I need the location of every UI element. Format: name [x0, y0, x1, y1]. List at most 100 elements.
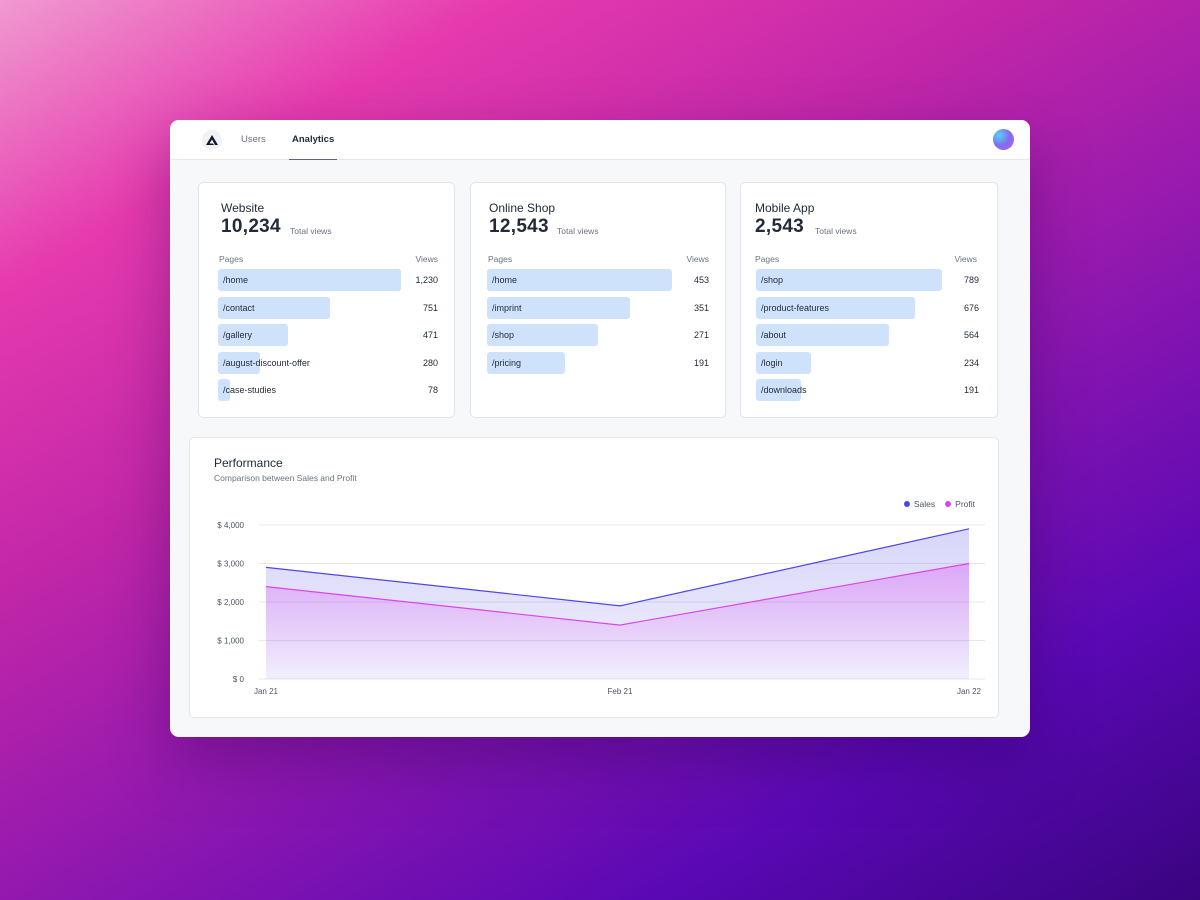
page-views: 564: [963, 330, 979, 340]
table-row[interactable]: /shop 271: [487, 324, 709, 352]
views-bar: [487, 296, 631, 319]
y-tick-label: $ 4,000: [217, 521, 244, 530]
page-views: 351: [693, 302, 709, 313]
legend-dot-sales: [903, 501, 910, 507]
table-row[interactable]: /case-studies 78: [218, 379, 438, 407]
table-row[interactable]: /product-features 676: [756, 296, 979, 325]
legend-label-sales: Sales: [913, 499, 936, 509]
page-path: /about: [761, 330, 787, 340]
views-bar: [756, 269, 942, 291]
card-title: Mobile App: [755, 201, 815, 215]
x-tick-label: Jan 22: [957, 687, 982, 696]
legend-dot-profit: [945, 501, 952, 507]
column-header-pages: Pages: [755, 254, 780, 264]
views-bar: [218, 379, 230, 401]
page-path: /home: [492, 275, 518, 285]
table-row[interactable]: /gallery 471: [218, 324, 438, 352]
y-tick-label: $ 3,000: [217, 560, 244, 569]
card-mobile-app: Mobile App 2,543 Total views Pages Views…: [740, 182, 998, 418]
area-profit: [266, 563, 969, 679]
table-row[interactable]: /about 564: [756, 324, 979, 352]
page-views: 271: [693, 330, 709, 340]
legend-item-sales[interactable]: Sales: [903, 499, 936, 509]
column-header-views: Views: [415, 254, 438, 264]
top-navigation: Users Analytics: [170, 120, 1030, 160]
views-bar: [756, 324, 889, 346]
table-row[interactable]: /pricing 191: [487, 351, 709, 380]
column-header-pages: Pages: [219, 254, 244, 264]
x-tick-label: Jan 21: [254, 687, 279, 696]
page-views: 453: [693, 275, 709, 285]
performance-chart: $ 0 $ 1,000 $ 2,000 $ 3,000 $ 4,000 Jan 21 Feb…: [217, 521, 985, 696]
page-views: 234: [963, 357, 979, 368]
page-path: /product-features: [761, 302, 830, 313]
page-views: 1,230: [415, 275, 438, 285]
card-total-views: 10,234: [221, 216, 281, 237]
performance-subtitle: Comparison between Sales and Profit: [214, 473, 357, 483]
series-line-sales[interactable]: [265, 528, 970, 607]
y-tick-label: $ 2,000: [217, 598, 244, 607]
page-views: 191: [693, 357, 709, 368]
page-views: 471: [422, 330, 438, 340]
views-bar: [756, 296, 916, 319]
series-line-profit[interactable]: [265, 562, 970, 626]
user-avatar[interactable]: [993, 129, 1014, 150]
card-total-views: 2,543: [755, 216, 805, 237]
page-path: /august-discount-offer: [223, 357, 310, 368]
tab-analytics[interactable]: Analytics: [289, 120, 338, 160]
logo-icon[interactable]: [202, 130, 222, 150]
x-tick-label: Feb 21: [608, 687, 633, 696]
table-row[interactable]: /downloads 191: [756, 379, 979, 407]
page-path: /case-studies: [223, 385, 277, 395]
table-row[interactable]: /contact 751: [218, 296, 438, 325]
performance-card: Performance Comparison between Sales and…: [189, 437, 999, 718]
page-path: /gallery: [223, 330, 253, 340]
views-bar: [756, 379, 802, 401]
table-row[interactable]: /home 1,230: [218, 269, 438, 297]
page-path: /home: [223, 275, 249, 285]
page-list: /shop 789/product-features 676/about 564/lo…: [756, 269, 979, 407]
tab-users[interactable]: Users: [241, 134, 266, 145]
page-views: 789: [963, 275, 979, 285]
table-row[interactable]: /shop 789: [756, 269, 979, 297]
page-views: 78: [427, 385, 438, 395]
chart-legend: Sales Profit: [903, 499, 975, 509]
page-views: 191: [963, 385, 979, 395]
views-bar: [487, 269, 672, 291]
column-header-views: Views: [954, 254, 977, 264]
column-header-pages: Pages: [488, 254, 513, 264]
y-tick-label: $ 1,000: [217, 637, 244, 646]
legend-label-profit: Profit: [955, 499, 975, 509]
page-views: 280: [422, 357, 438, 368]
card-title: Online Shop: [489, 201, 556, 215]
card-total-views: 12,543: [489, 216, 549, 237]
card-total-label: Total views: [290, 226, 332, 236]
app-window: Users Analytics Website 10,234 Total vie…: [170, 120, 1030, 737]
page-views: 751: [422, 302, 438, 313]
card-total-label: Total views: [557, 226, 599, 236]
views-bar: [487, 324, 598, 346]
legend-item-profit[interactable]: Profit: [945, 499, 975, 509]
page-path: /login: [761, 357, 783, 368]
page-path: /pricing: [492, 357, 522, 368]
card-total-label: Total views: [815, 226, 857, 236]
table-row[interactable]: /home 453: [487, 269, 709, 297]
table-row[interactable]: /august-discount-offer 280: [218, 351, 438, 380]
views-bar: [756, 351, 812, 374]
y-tick-label: $ 0: [233, 675, 245, 684]
views-bar: [487, 351, 565, 374]
table-row[interactable]: /imprint 351: [487, 296, 709, 325]
table-row[interactable]: /login 234: [756, 351, 979, 380]
performance-title: Performance: [214, 456, 283, 470]
page-path: /imprint: [492, 302, 522, 313]
views-bar: [218, 324, 289, 346]
page-views: 676: [963, 302, 979, 313]
page-path: /contact: [223, 302, 255, 313]
page-list: /home 453/imprint 351/shop 271/pricing 191: [487, 269, 709, 379]
column-header-views: Views: [686, 254, 709, 264]
page-path: /downloads: [761, 385, 807, 395]
card-title: Website: [221, 201, 265, 215]
page-path: /shop: [761, 275, 784, 285]
card-online-shop: Online Shop 12,543 Total views Pages Vie…: [470, 182, 726, 418]
page-path: /shop: [492, 330, 515, 340]
